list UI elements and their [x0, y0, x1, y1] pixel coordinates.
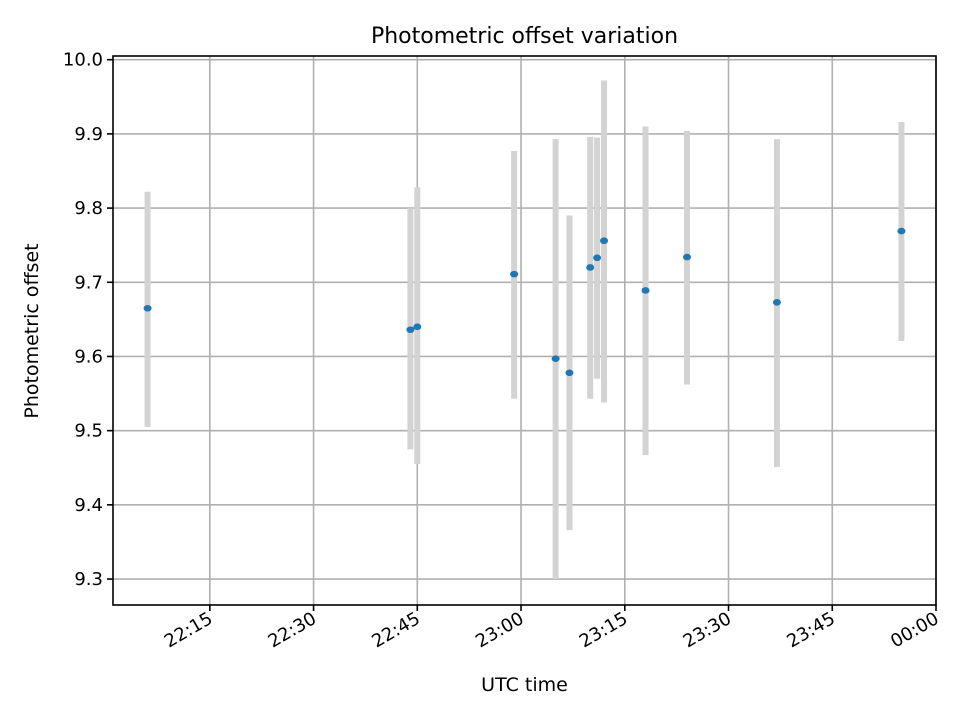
x-tick-label: 22:45	[368, 608, 423, 652]
data-point	[413, 323, 422, 331]
data-point	[897, 227, 906, 235]
y-tick-label: 9.3	[74, 569, 103, 590]
x-tick-label: 00:00	[887, 608, 942, 652]
data-point	[565, 369, 574, 377]
x-tick-labels: 22:15 22:30 22:45 23:00 23:15 23:30 23:45 00:00	[161, 608, 943, 652]
y-axis-label: Photometric offset	[21, 243, 43, 418]
grid	[113, 56, 937, 605]
plot-frame	[112, 55, 937, 606]
data-point	[510, 270, 519, 278]
y-tick-label: 9.6	[74, 346, 103, 367]
x-tick-label: 23:45	[783, 608, 838, 652]
y-tick-label: 9.5	[74, 421, 103, 442]
axis-ticks	[107, 58, 937, 611]
y-tick-label: 9.9	[74, 124, 103, 145]
y-tick-label: 9.8	[74, 198, 103, 219]
x-tick-label: 22:30	[265, 608, 320, 652]
data-points	[143, 227, 906, 377]
data-point	[772, 299, 781, 306]
data-point	[593, 254, 602, 262]
data-point	[641, 287, 650, 294]
x-tick-label: 23:30	[680, 608, 735, 652]
data-point	[586, 264, 595, 271]
data-point	[406, 326, 415, 334]
data-point	[143, 304, 152, 312]
data-point	[551, 355, 560, 362]
y-tick-label: 10.0	[63, 50, 103, 71]
data-point	[600, 237, 609, 245]
chart-title: Photometric offset variation	[371, 24, 678, 49]
x-axis-label: UTC time	[481, 674, 568, 696]
x-tick-label: 23:15	[576, 608, 631, 652]
y-tick-labels: 9.3 9.4 9.5 9.6 9.7 9.8 9.9 10.0	[63, 50, 103, 590]
data-point	[683, 253, 692, 261]
y-tick-label: 9.4	[74, 495, 103, 516]
y-tick-label: 9.7	[74, 272, 103, 293]
x-tick-label: 23:00	[472, 608, 527, 652]
x-tick-label: 22:15	[161, 608, 216, 652]
